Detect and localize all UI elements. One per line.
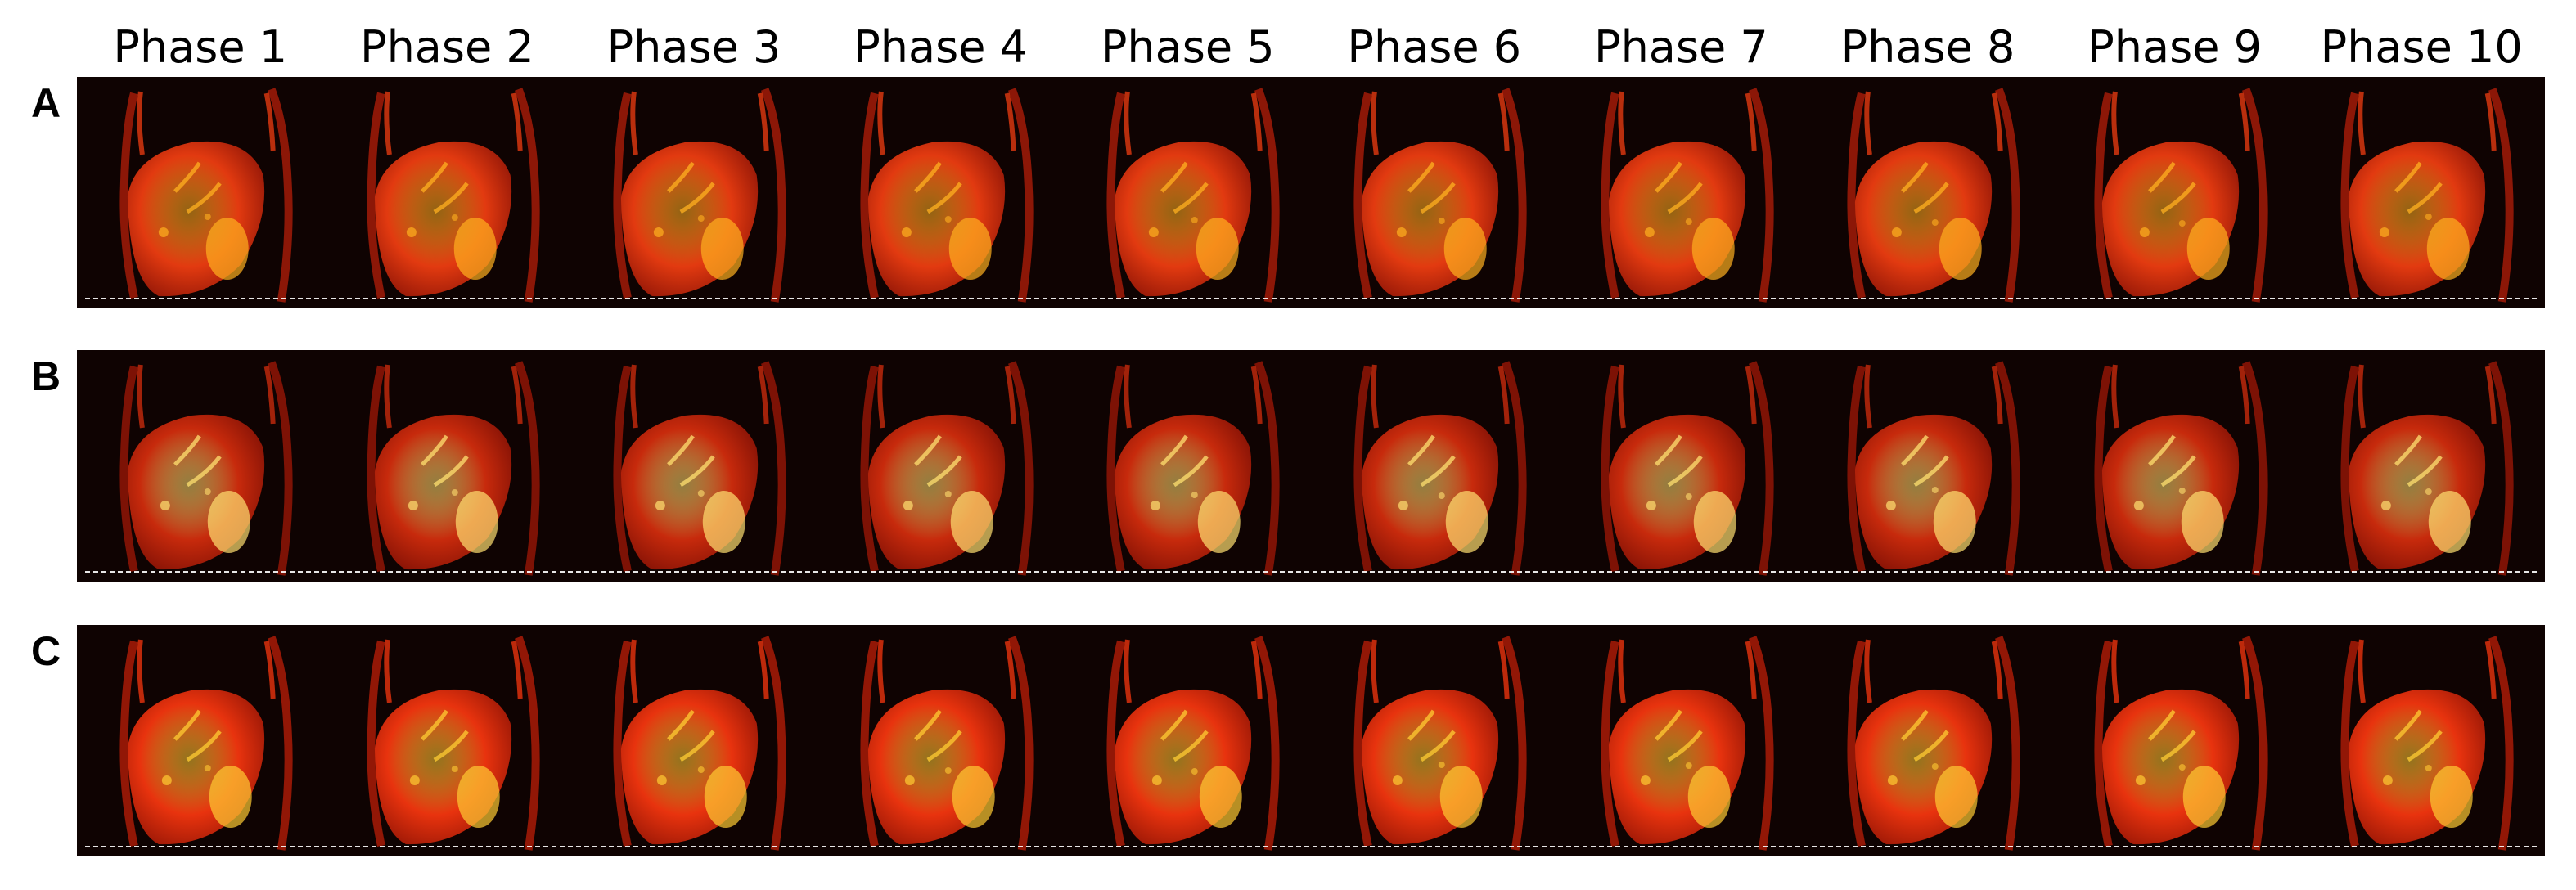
phase-label: Phase 3 [606, 21, 781, 73]
mri-slice-image [119, 88, 293, 303]
mri-frame [570, 77, 817, 308]
mri-frame [1311, 625, 1558, 856]
row-label: C [31, 628, 61, 674]
reference-dashed-line [85, 846, 2537, 847]
mri-slice-image [1847, 636, 2020, 851]
mri-frame [2051, 350, 2299, 582]
mri-slice-image [860, 361, 1034, 576]
mri-slice-image [1601, 361, 1774, 576]
mri-slice-image [1353, 88, 1527, 303]
mri-frame [1558, 77, 1805, 308]
image-strip [77, 350, 2545, 582]
reference-dashed-line [85, 571, 2537, 573]
mri-frame [324, 77, 571, 308]
mri-slice-image [2094, 361, 2268, 576]
phase-label: Phase 2 [360, 21, 534, 73]
mri-frame [1804, 625, 2051, 856]
mri-slice-image [2094, 636, 2268, 851]
mri-frame [1558, 350, 1805, 582]
phase-header: Phase 1 Phase 2 Phase 3 Phase 4 Phase 5 Phase… [77, 18, 2545, 77]
mri-slice-image [119, 361, 293, 576]
mri-frame [1558, 625, 1805, 856]
mri-slice-image [1847, 88, 2020, 303]
mri-frame [570, 350, 817, 582]
mri-slice-image [2340, 361, 2515, 576]
mri-slice-image [1601, 88, 1774, 303]
mri-frame [1311, 77, 1558, 308]
mri-slice-image [1106, 88, 1281, 303]
mri-slice-image [613, 88, 786, 303]
mri-frame [1064, 350, 1311, 582]
mri-frame [817, 625, 1065, 856]
mri-slice-image [1353, 636, 1527, 851]
mri-slice-image [613, 636, 786, 851]
mri-slice-image [1601, 636, 1774, 851]
mri-frame [77, 350, 324, 582]
phase-label: Phase 8 [1840, 21, 2015, 73]
mri-slice-image [1847, 361, 2020, 576]
mri-slice-image [2094, 88, 2268, 303]
mri-slice-image [860, 636, 1034, 851]
mri-frame [2051, 77, 2299, 308]
mri-frame [570, 625, 817, 856]
mri-slice-image [1106, 636, 1281, 851]
mri-frame [1311, 350, 1558, 582]
mri-slice-image [613, 361, 786, 576]
phase-label: Phase 4 [853, 21, 1028, 73]
mri-frame [1064, 625, 1311, 856]
phase-label: Phase 6 [1347, 21, 1522, 73]
mri-frame [2298, 350, 2545, 582]
row-label: B [31, 353, 61, 399]
mri-slice-image [2340, 88, 2515, 303]
mri-slice-image [119, 636, 293, 851]
mri-frame [1064, 77, 1311, 308]
mri-slice-image [367, 88, 540, 303]
mri-frame [1804, 350, 2051, 582]
phase-label: Phase 7 [1594, 21, 1768, 73]
mri-slice-image [1353, 361, 1527, 576]
row-label: A [31, 80, 61, 126]
phase-label: Phase 10 [2320, 21, 2523, 73]
mri-frame [2298, 625, 2545, 856]
phase-label: Phase 5 [1100, 21, 1275, 73]
reference-dashed-line [85, 298, 2537, 299]
mri-slice-image [367, 636, 540, 851]
mri-slice-image [1106, 361, 1281, 576]
phase-label: Phase 9 [2087, 21, 2262, 73]
mri-frame [77, 625, 324, 856]
phase-label: Phase 1 [113, 21, 288, 73]
mri-frame [817, 77, 1065, 308]
mri-frame [1804, 77, 2051, 308]
mri-frame [2051, 625, 2299, 856]
image-strip [77, 625, 2545, 856]
mri-frame [817, 350, 1065, 582]
mri-slice-image [860, 88, 1034, 303]
mri-slice-image [367, 361, 540, 576]
image-strip [77, 77, 2545, 308]
mri-frame [324, 625, 571, 856]
mri-frame [324, 350, 571, 582]
mri-slice-image [2340, 636, 2515, 851]
mri-frame [77, 77, 324, 308]
mri-frame [2298, 77, 2545, 308]
